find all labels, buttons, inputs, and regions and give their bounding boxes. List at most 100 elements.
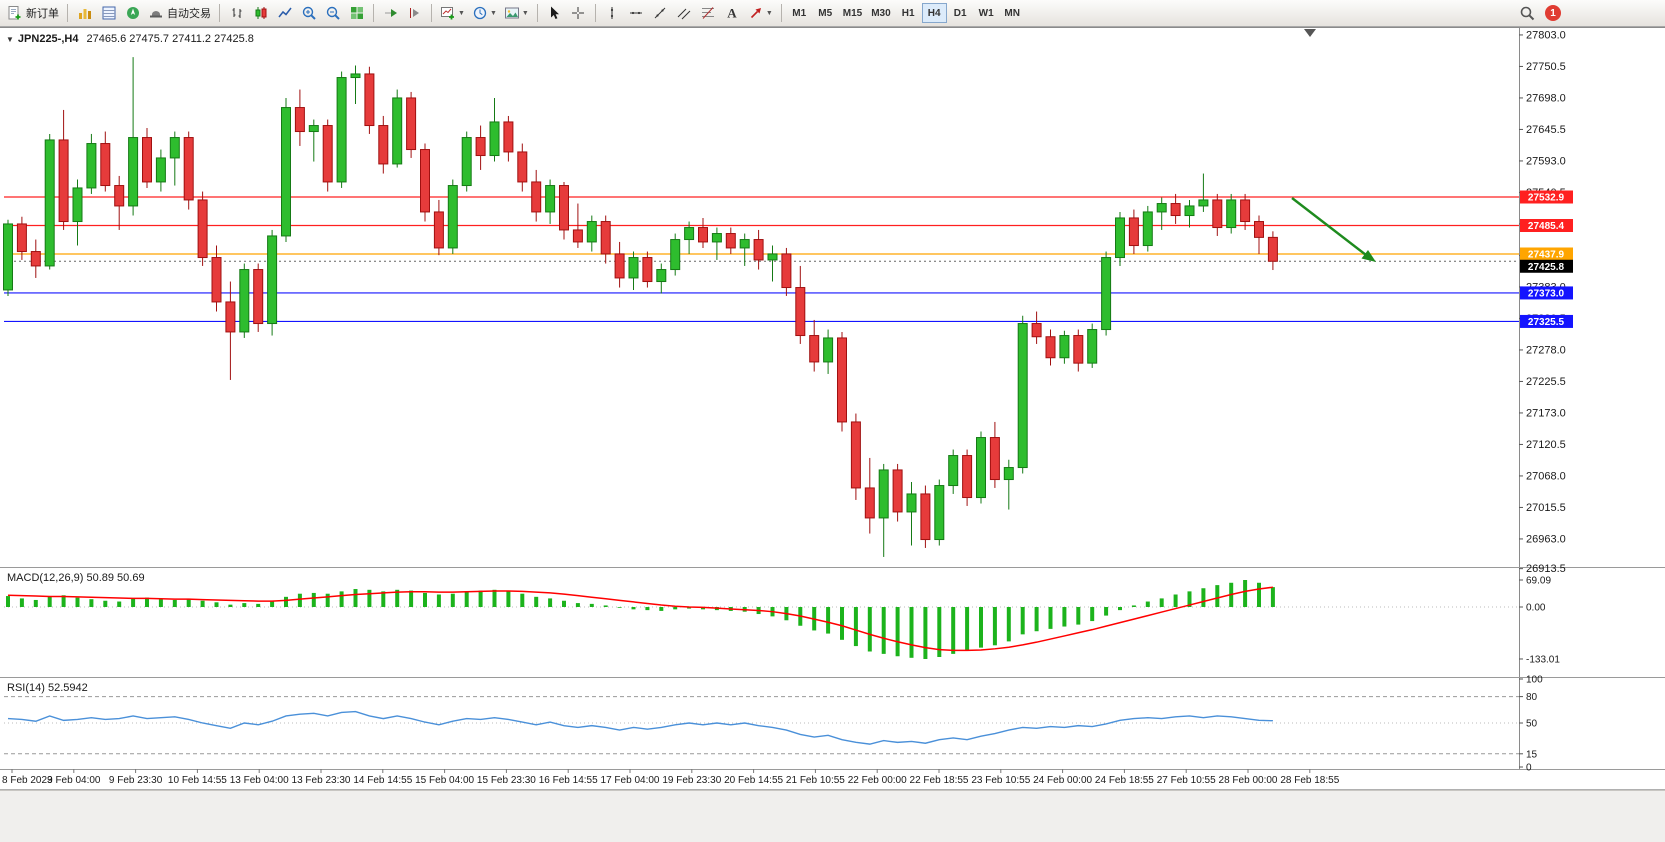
channel-icon (677, 8, 691, 20)
symbol-period-text: JPN225-,H4 (17, 33, 79, 45)
candle (1073, 329, 1084, 372)
period-selector-button[interactable]: ▼ (469, 2, 500, 24)
candlestick-chart-button[interactable] (249, 2, 272, 24)
arrows-tool-button[interactable]: ▼ (745, 2, 776, 24)
candle (1031, 311, 1042, 344)
candle (155, 149, 166, 192)
price-tick-label: 26963.0 (1526, 533, 1566, 545)
macd-histogram (6, 579, 1275, 659)
zoom-in-button[interactable] (297, 2, 320, 24)
time-tick-label: 27 Feb 10:55 (1157, 775, 1216, 786)
timeframe-m15-button[interactable]: M15 (839, 3, 866, 23)
navigator-button[interactable] (121, 2, 144, 24)
horizontal-line-icon (630, 11, 643, 15)
candle (1101, 251, 1112, 336)
timeframe-h4-button[interactable]: H4 (921, 3, 947, 23)
svg-text:27325.5: 27325.5 (1528, 317, 1565, 328)
line-chart-button[interactable] (273, 2, 296, 24)
notification-badge[interactable]: 1 (1545, 5, 1561, 21)
search-button[interactable] (1515, 2, 1538, 24)
rsi-tick-label: 50 (1526, 719, 1538, 730)
candle (642, 251, 653, 288)
candle (1226, 193, 1237, 234)
timeframe-w1-button[interactable]: W1 (974, 3, 999, 23)
candle (823, 329, 834, 374)
candle (100, 131, 111, 192)
timeframe-d1-button[interactable]: D1 (948, 3, 973, 23)
candle (350, 65, 361, 104)
zoom-out-button[interactable] (321, 2, 344, 24)
autotrading-button[interactable]: 自动交易 (145, 2, 214, 24)
tile-windows-button[interactable] (345, 2, 368, 24)
candle (239, 263, 250, 338)
candle (767, 245, 778, 282)
text-tool-button[interactable]: A (721, 2, 744, 24)
timeframe-mn-button[interactable]: MN (1000, 3, 1025, 23)
candle (684, 221, 695, 254)
price-tick-label: 27068.0 (1526, 470, 1566, 482)
candle (447, 179, 458, 254)
cursor-button[interactable] (543, 2, 566, 24)
fibonacci-tool-button[interactable] (697, 2, 720, 24)
time-tick-label: 20 Feb 14:55 (724, 775, 783, 786)
candle (322, 119, 333, 192)
period-clock-icon (473, 6, 487, 20)
macd-tick-label: -133.01 (1526, 654, 1560, 665)
svg-text:27373.0: 27373.0 (1528, 288, 1565, 299)
macd-signal-line (7, 586, 1273, 652)
candle (656, 263, 667, 294)
template-button[interactable]: ▼ (501, 2, 532, 24)
timeframe-m5-button[interactable]: M5 (813, 3, 838, 23)
timeframe-h1-button[interactable]: H1 (896, 3, 921, 23)
candle (586, 215, 597, 252)
navigator-icon (126, 7, 139, 19)
candle (698, 217, 708, 248)
data-window-button[interactable] (97, 2, 120, 24)
bar-chart-button[interactable] (225, 2, 248, 24)
time-tick-label: 15 Feb 04:00 (415, 775, 474, 786)
chart-shift-marker[interactable] (1304, 29, 1316, 37)
macd-indicator-label: MACD(12,26,9) 50.89 50.69 (7, 572, 145, 584)
search-icon (1520, 6, 1534, 21)
candle (281, 97, 291, 242)
candle (489, 97, 500, 162)
candle (628, 251, 639, 290)
chart-shift-icon (409, 8, 419, 18)
new-chart-button[interactable]: ▼ (437, 2, 468, 24)
price-level-label (1520, 219, 1573, 232)
candle (795, 265, 806, 344)
timeframe-m1-button[interactable]: M1 (787, 3, 812, 23)
candle (1240, 193, 1251, 230)
time-tick-label: 24 Feb 00:00 (1033, 775, 1092, 786)
new-order-icon (8, 6, 21, 20)
chart-shift-button[interactable] (403, 2, 426, 24)
one-click-trading-toggle[interactable]: ▼ (6, 35, 14, 44)
time-tick-label: 23 Feb 10:55 (971, 775, 1030, 786)
current-price-label (1520, 259, 1573, 273)
horizontal-line-tool-button[interactable] (625, 2, 648, 24)
candle (169, 131, 180, 186)
candle (1212, 193, 1223, 236)
macd-tick-label: 0.00 (1526, 603, 1546, 614)
arrow-annotation[interactable] (1291, 197, 1376, 262)
chart-canvas[interactable]: 27803.027750.527698.027645.527593.027540… (0, 27, 1665, 790)
candle (1170, 193, 1181, 224)
autotrading-label: 自动交易 (167, 8, 211, 20)
candle (253, 263, 264, 332)
crosshair-button[interactable] (567, 2, 590, 24)
time-tick-label: 9 Feb 23:30 (109, 775, 163, 786)
price-tick-label: 27593.0 (1526, 155, 1566, 167)
candle (1059, 330, 1070, 364)
new-order-button[interactable]: 新订单 (4, 2, 62, 24)
market-watch-button[interactable] (73, 2, 96, 24)
timeframe-m30-button[interactable]: M30 (867, 3, 894, 23)
candle (711, 227, 722, 260)
trendline-tool-button[interactable] (649, 2, 672, 24)
cursor-icon (551, 6, 560, 19)
candle (809, 319, 820, 372)
channel-tool-button[interactable] (673, 2, 696, 24)
vertical-line-tool-button[interactable] (601, 2, 624, 24)
candle (1115, 211, 1125, 266)
time-tick-label: 15 Feb 23:30 (477, 775, 536, 786)
auto-scroll-button[interactable] (379, 2, 402, 24)
